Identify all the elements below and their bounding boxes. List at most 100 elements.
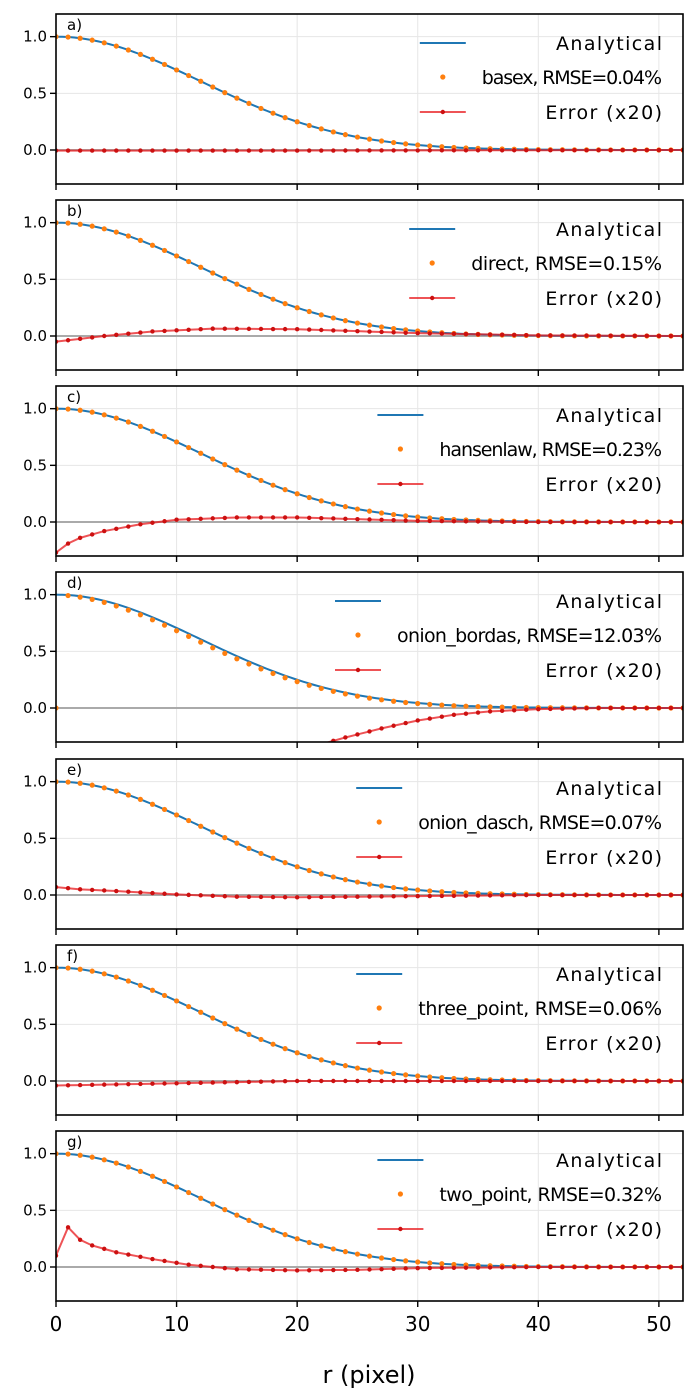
y-tick-label: 0.0	[23, 886, 47, 904]
method-point	[137, 1168, 144, 1174]
method-point	[113, 1160, 119, 1166]
error-point	[114, 1082, 119, 1087]
error-point	[65, 338, 71, 343]
method-point	[222, 650, 228, 656]
error-point	[536, 1078, 541, 1084]
method-point	[391, 1070, 397, 1077]
method-point	[270, 482, 276, 488]
error-point	[367, 729, 372, 734]
panel-label: a)	[67, 16, 82, 34]
method-point	[342, 1249, 348, 1255]
error-point	[511, 148, 517, 153]
error-point	[126, 1081, 131, 1087]
method-point	[198, 264, 204, 270]
method-point	[403, 141, 409, 147]
method-point	[378, 1255, 385, 1261]
error-point	[174, 148, 179, 153]
method-point	[89, 1154, 95, 1160]
y-tick-label: 1.0	[23, 400, 47, 418]
method-point	[463, 703, 469, 709]
method-point	[210, 270, 216, 276]
method-point	[65, 34, 71, 40]
error-point	[210, 326, 215, 331]
error-point	[162, 1081, 167, 1086]
error-point	[511, 1265, 517, 1270]
error-point	[524, 1078, 529, 1084]
method-point	[77, 1152, 83, 1158]
error-point	[307, 894, 312, 900]
error-point	[499, 332, 505, 337]
method-point	[65, 592, 71, 599]
legend-handle-method	[376, 1005, 382, 1011]
x-tick-label: 20	[284, 1312, 309, 1336]
error-point	[343, 516, 348, 522]
y-tick-label: 0.5	[23, 456, 47, 474]
error-point	[632, 519, 637, 525]
method-point	[439, 144, 445, 150]
legend-entry: Error (x20)	[545, 847, 662, 869]
error-point	[367, 329, 372, 334]
method-point	[354, 879, 361, 885]
error-point	[379, 329, 384, 335]
method-point	[186, 817, 192, 824]
method-point	[173, 998, 180, 1004]
method-point	[294, 1050, 300, 1056]
error-point	[307, 1078, 312, 1084]
method-point	[234, 840, 240, 846]
error-point	[282, 1079, 288, 1084]
error-point	[222, 894, 228, 899]
error-point	[463, 519, 469, 524]
error-point	[102, 1082, 107, 1087]
error-point	[246, 515, 252, 520]
error-point	[210, 1264, 215, 1270]
legend-entry: direct, RMSE=0.15%	[471, 253, 662, 275]
error-point	[415, 893, 420, 899]
legend-handle-method	[397, 446, 403, 452]
error-point	[367, 148, 372, 153]
error-point	[126, 148, 131, 153]
plot-area	[56, 779, 683, 900]
error-point	[343, 328, 348, 333]
method-point	[65, 779, 71, 785]
error-point	[282, 515, 288, 520]
error-point	[608, 705, 613, 711]
method-point	[210, 84, 216, 90]
legend-handle-error-marker	[398, 1226, 403, 1232]
y-tick-label: 1.0	[23, 773, 47, 791]
error-point	[319, 1267, 324, 1273]
error-point	[150, 329, 155, 334]
error-point	[210, 516, 215, 521]
legend-entry: Error (x20)	[545, 660, 662, 682]
error-point	[114, 332, 119, 338]
error-point	[65, 1083, 71, 1088]
method-point	[65, 965, 71, 971]
legend-handle-method	[440, 74, 446, 80]
error-point	[102, 528, 107, 534]
method-point	[451, 889, 457, 896]
error-point	[415, 1078, 420, 1084]
error-point	[379, 726, 384, 731]
method-point	[186, 633, 192, 639]
error-point	[65, 886, 71, 891]
error-point	[150, 1256, 155, 1262]
error-point	[367, 1267, 372, 1272]
method-point	[378, 138, 385, 144]
method-point	[77, 966, 83, 972]
error-point	[65, 541, 71, 546]
panel-label: c)	[67, 388, 81, 406]
error-point	[620, 147, 625, 153]
error-point	[138, 330, 143, 335]
error-point	[150, 1081, 155, 1086]
axes-frame	[55, 385, 684, 557]
method-point	[427, 888, 433, 894]
method-point	[378, 510, 385, 516]
y-tick-label: 0.5	[23, 642, 47, 660]
method-point	[366, 322, 373, 328]
error-point	[102, 1246, 107, 1252]
method-point	[234, 656, 240, 662]
method-point	[294, 1236, 300, 1242]
method-point	[318, 498, 324, 504]
error-point	[596, 1264, 601, 1270]
error-point	[367, 894, 372, 899]
error-point	[524, 333, 529, 338]
